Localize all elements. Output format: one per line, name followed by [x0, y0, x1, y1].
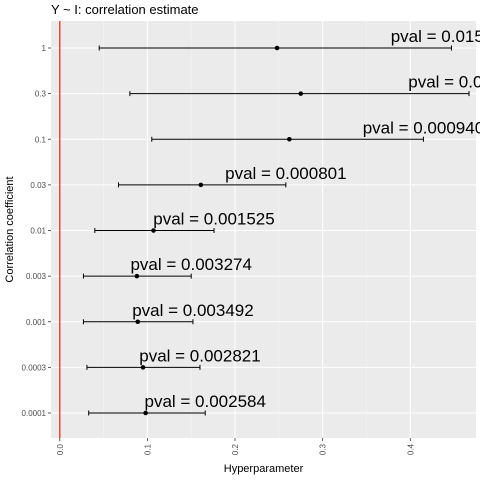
y-tick-label-3: 0.03: [30, 181, 46, 190]
pval-label-7: pval = 0.002821: [139, 346, 260, 365]
y-axis-title: Correlation coefficient: [4, 176, 16, 282]
y-tick-label-1: 0.3: [35, 90, 47, 99]
y-axis-ticks: 1 0.3 0.1 0.03 0.01 0.003 0.001 0.0003 0.0001: [22, 44, 51, 418]
plot-panel: [51, 21, 476, 438]
x-tick-label-4: 0.4: [406, 443, 415, 455]
y-tick-label-5: 0.003: [26, 272, 47, 281]
estimate-point-1: [298, 91, 304, 96]
estimate-point-3: [198, 182, 204, 188]
y-tick-label-2: 0.1: [35, 135, 47, 144]
pval-label-2: pval = 0.000940: [363, 118, 480, 137]
estimate-point-8: [143, 410, 148, 416]
y-tick-label-0: 1: [42, 44, 47, 53]
pval-label-6: pval = 0.003492: [132, 301, 253, 320]
x-tick-label-0: 0.0: [56, 443, 65, 455]
pval-label-8: pval = 0.002584: [144, 392, 265, 411]
estimate-point-6: [135, 319, 141, 325]
estimate-point-7: [140, 365, 146, 370]
estimate-point-2: [287, 136, 292, 142]
x-axis-title: Hyperparameter: [224, 463, 304, 475]
pval-label-5: pval = 0.003274: [130, 255, 251, 274]
x-tick-label-1: 0.1: [143, 443, 152, 455]
estimate-point-5: [134, 273, 140, 279]
x-tick-label-2: 0.2: [231, 443, 240, 455]
y-tick-label-7: 0.0003: [22, 363, 47, 372]
pval-label-4: pval = 0.001525: [153, 210, 274, 229]
y-tick-label-8: 0.0001: [22, 409, 47, 418]
chart-title: Y ~ I: correlation estimate: [51, 2, 199, 17]
error-bars: [82, 45, 470, 416]
estimate-point-0: [274, 45, 280, 51]
x-tick-label-3: 0.3: [319, 443, 328, 455]
pval-labels: pval = 0.015563 pval = 0.005355 pval = 0.0…: [130, 27, 480, 411]
x-axis-ticks: 0.0 0.1 0.2 0.3 0.4: [56, 438, 415, 455]
y-tick-label-4: 0.01: [30, 227, 46, 236]
y-tick-label-6: 0.001: [26, 318, 47, 327]
pval-label-0: pval = 0.015563: [391, 27, 480, 46]
estimate-point-4: [151, 228, 156, 233]
pval-label-3: pval = 0.000801: [225, 164, 346, 183]
pval-label-1: pval = 0.005355: [408, 73, 480, 92]
